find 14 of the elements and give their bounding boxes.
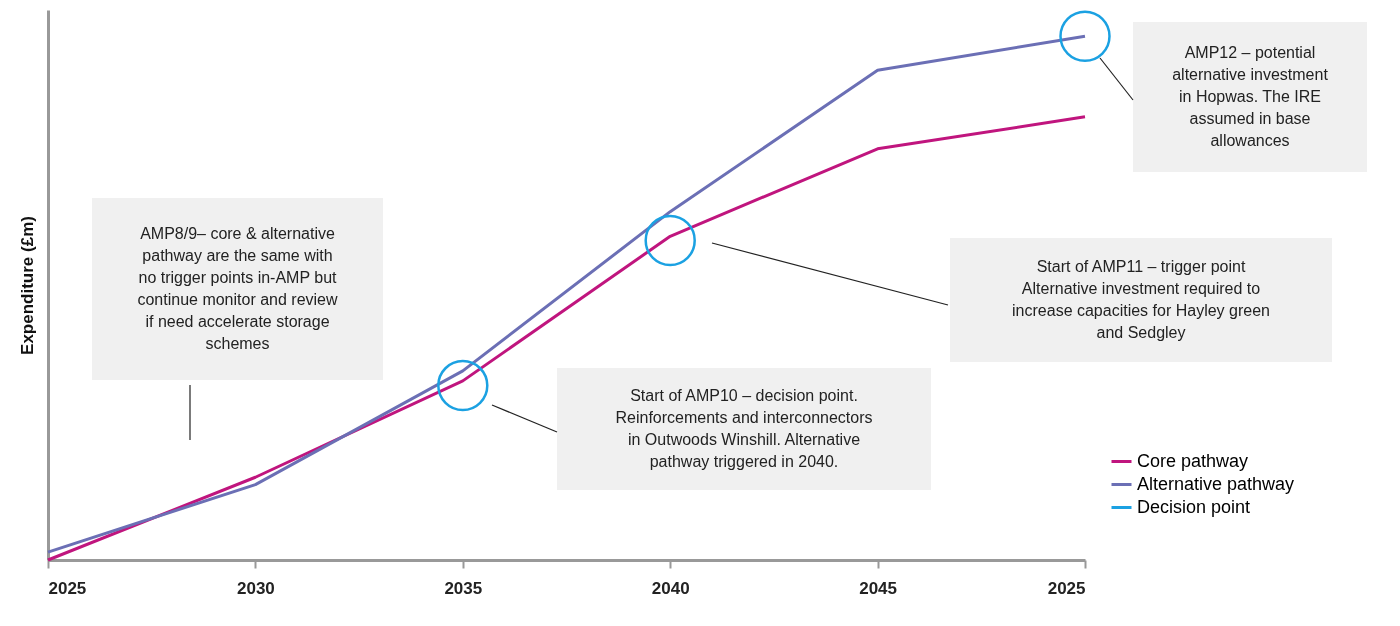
legend-label: Core pathway [1137,450,1249,471]
legend-label: Decision point [1137,496,1251,517]
text: AMP12 – potential alternative investment in Hopwas. The IRE assumed in base allowances [1172,44,1329,149]
annotation: Start of AMP11 – trigger point Alternative investment required to increase capacities for Hayley green and Sedgley [1012,258,1270,341]
annotation: AMP8/9– core & alternative pathway are the same with no trigger points in-AMP but continue monitor and review if need accelerate storage schemes [137,225,338,352]
x-tick-label: 2035 [444,578,483,598]
legend-label: Alternative pathway [1137,473,1295,494]
x-tick-label: 2030 [236,578,275,598]
x-tick-label: 2025 [48,578,87,598]
y-axis-title: Expenditure (£m) [17,216,37,355]
x-tick-label: 2045 [859,578,898,598]
x-tick-label: 2025 [1047,578,1086,598]
x-tick-label: 2040 [651,578,690,598]
annotation: Start of AMP10 – decision point. Reinforcements and interconnectors in Outwoods Winshill. Alternative pathway triggered in 2040. [615,387,873,470]
